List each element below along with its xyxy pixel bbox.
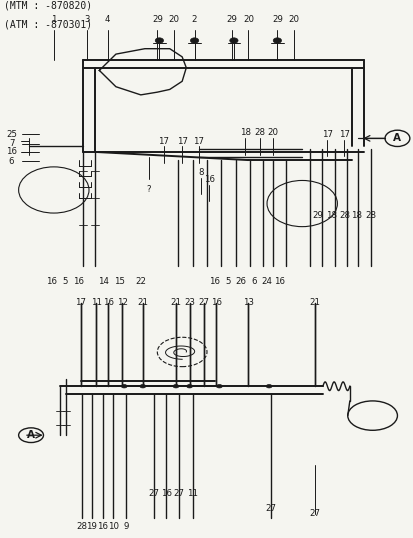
Text: 28: 28 (364, 211, 375, 220)
Text: 16: 16 (103, 298, 114, 307)
Circle shape (173, 385, 178, 388)
Text: (MTM : -870820): (MTM : -870820) (4, 0, 92, 10)
Text: 20: 20 (267, 129, 278, 137)
Text: 21: 21 (137, 298, 148, 307)
Circle shape (190, 38, 198, 43)
Text: 20: 20 (242, 15, 253, 24)
Text: 20: 20 (288, 15, 299, 24)
Circle shape (155, 38, 163, 43)
Text: 15: 15 (114, 277, 124, 286)
Text: 18: 18 (325, 211, 336, 220)
Circle shape (273, 38, 281, 43)
Circle shape (186, 385, 192, 388)
Text: 4: 4 (104, 15, 110, 24)
Text: 5: 5 (224, 277, 230, 286)
Circle shape (216, 385, 222, 388)
Text: 1: 1 (51, 15, 57, 24)
Circle shape (266, 385, 271, 388)
Text: 29: 29 (271, 15, 282, 24)
Text: 24: 24 (261, 277, 272, 286)
Text: 16: 16 (273, 277, 284, 286)
Text: (ATM : -870301): (ATM : -870301) (4, 19, 92, 29)
Text: 16: 16 (97, 522, 108, 530)
Text: ?: ? (147, 185, 151, 194)
Text: 17: 17 (193, 137, 204, 146)
Text: 17: 17 (176, 137, 187, 146)
Text: 7: 7 (9, 139, 14, 148)
Text: 28: 28 (338, 211, 349, 220)
Text: 25: 25 (6, 130, 17, 139)
Text: 12: 12 (116, 298, 127, 307)
Text: 11: 11 (90, 298, 101, 307)
Text: 21: 21 (309, 298, 319, 307)
Text: 19: 19 (86, 522, 97, 530)
Text: 11: 11 (187, 490, 197, 498)
Text: 26: 26 (235, 277, 246, 286)
Text: 8: 8 (197, 168, 203, 177)
Text: 10: 10 (108, 522, 119, 530)
Text: 21: 21 (170, 298, 181, 307)
Circle shape (229, 38, 237, 43)
Text: 27: 27 (309, 509, 319, 519)
Text: 16: 16 (203, 175, 214, 183)
Text: 29: 29 (226, 15, 237, 24)
Text: 17: 17 (321, 130, 332, 139)
Text: 16: 16 (210, 298, 221, 307)
Text: 28: 28 (254, 129, 265, 137)
Text: 29: 29 (312, 211, 323, 220)
Text: 3: 3 (84, 15, 90, 24)
Text: 18: 18 (351, 211, 361, 220)
Text: 2: 2 (191, 15, 197, 24)
Text: 20: 20 (168, 15, 179, 24)
Text: A: A (27, 430, 35, 440)
Text: A: A (392, 133, 401, 143)
Text: 16: 16 (209, 277, 219, 286)
Text: 5: 5 (62, 277, 68, 286)
Text: 9: 9 (123, 522, 128, 530)
Text: 28: 28 (76, 522, 87, 530)
Text: 13: 13 (242, 298, 253, 307)
Text: 27: 27 (148, 490, 159, 498)
Text: 23: 23 (184, 298, 195, 307)
Text: 17: 17 (338, 130, 349, 139)
Text: 17: 17 (158, 137, 169, 146)
Text: 29: 29 (152, 15, 162, 24)
Text: 18: 18 (239, 129, 250, 137)
Text: 27: 27 (198, 298, 209, 307)
Text: 27: 27 (173, 490, 184, 498)
Text: 6: 6 (9, 157, 14, 166)
Text: 16: 16 (46, 277, 57, 286)
Text: 14: 14 (98, 277, 109, 286)
Text: 16: 16 (6, 147, 17, 157)
Text: 16: 16 (73, 277, 84, 286)
Text: 22: 22 (135, 277, 146, 286)
Text: 17: 17 (75, 298, 86, 307)
Circle shape (121, 385, 127, 388)
Text: 16: 16 (161, 490, 171, 498)
Circle shape (140, 385, 145, 388)
Text: 6: 6 (251, 277, 257, 286)
Text: 27: 27 (265, 504, 276, 513)
